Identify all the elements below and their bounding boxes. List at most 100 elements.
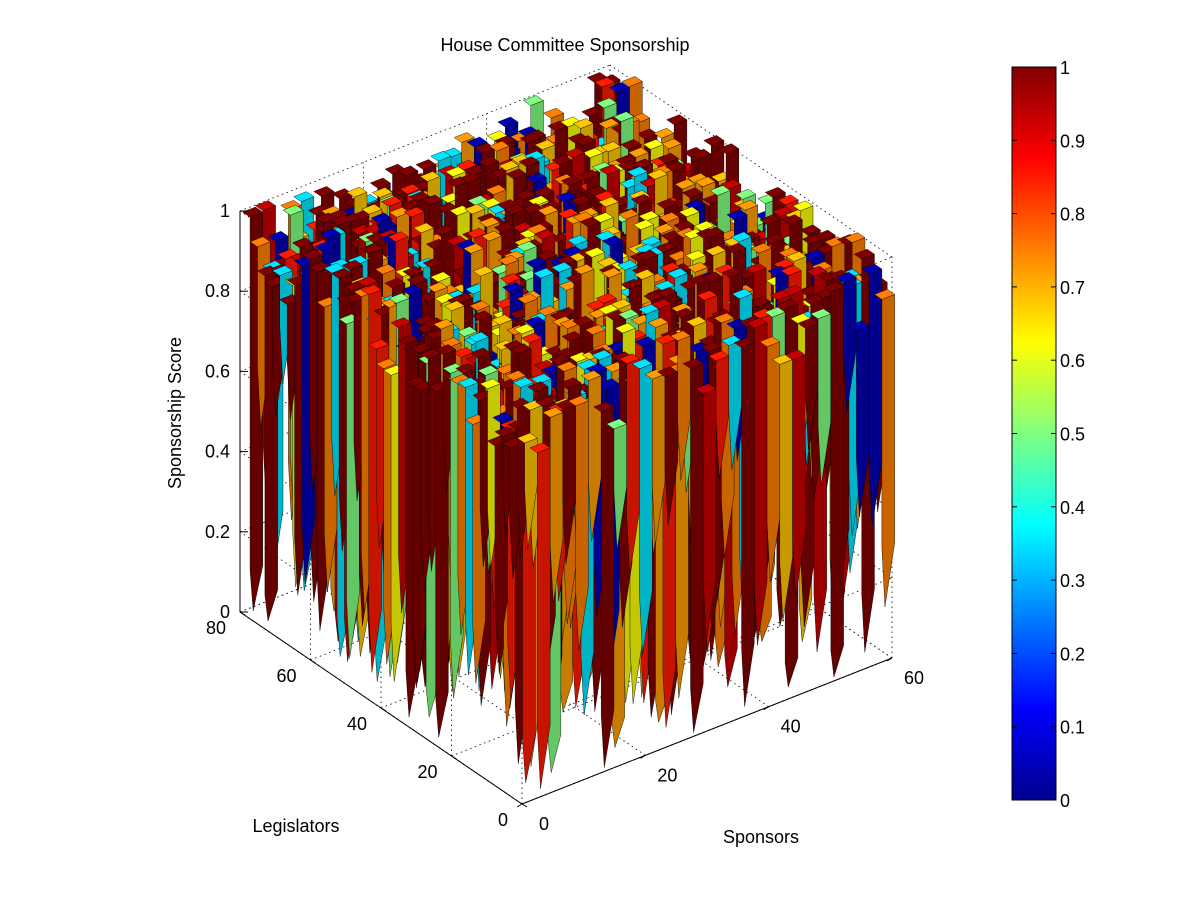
surface-cell-top	[584, 247, 606, 258]
surface-cell	[848, 320, 870, 517]
surface-cell-top	[595, 293, 617, 304]
surface-cell-top	[477, 365, 499, 376]
surface-cell-top	[674, 178, 696, 190]
surface-cell-top	[399, 183, 421, 195]
surface-cell	[657, 366, 679, 526]
surface-cell-top	[548, 353, 570, 365]
x-tick-label: 40	[781, 717, 801, 737]
surface-cell-top	[861, 263, 883, 275]
surface-cell-top	[618, 208, 640, 220]
surface-cell-top	[764, 306, 786, 318]
surface-cell-top	[527, 195, 550, 206]
surface-cell	[835, 272, 857, 413]
x-tick-mark	[886, 657, 893, 662]
surface-cell-top	[730, 231, 752, 243]
surface-cell-top	[844, 232, 866, 243]
surface-cell-top	[494, 426, 516, 437]
surface-cell-top	[369, 177, 391, 189]
surface-cell-top	[491, 314, 513, 326]
surface-cell-top	[853, 248, 875, 260]
surface-cell-top	[516, 432, 538, 444]
surface-cell	[861, 263, 883, 526]
surface-cell-top	[621, 76, 643, 87]
surface-cell-top	[596, 97, 618, 109]
surface-cell-top	[430, 150, 452, 162]
z-axis-label: Sponsorship Score	[165, 337, 185, 489]
surface-cell-top	[403, 206, 425, 218]
surface-cell-top	[567, 395, 589, 407]
axes-lines	[239, 210, 893, 808]
colorbar-tick-label: 0.6	[1060, 351, 1085, 371]
surface-cell-top	[420, 348, 442, 360]
surface-cell-top	[517, 293, 539, 304]
y-axis-label: Legislators	[252, 816, 339, 836]
surface-cell-top	[498, 254, 520, 266]
surface-cell-top	[600, 141, 622, 152]
surface-cell	[784, 349, 806, 598]
surface-cell-top	[560, 175, 582, 186]
surface-cell-top	[874, 289, 896, 300]
surface-cell-top	[737, 200, 759, 211]
surface-cell-top	[709, 185, 731, 196]
surface-cell-top	[655, 242, 677, 253]
surface-cell-top	[718, 143, 740, 154]
surface-cell-top	[384, 277, 406, 289]
surface-cell-top	[660, 138, 682, 150]
surface-cell-top	[666, 267, 688, 279]
surface-cell-top	[518, 156, 540, 167]
surface-cell-top	[585, 363, 607, 374]
y-tick-mark	[380, 707, 387, 712]
surface-cell-top	[659, 262, 681, 273]
surface-cell-top	[784, 349, 806, 361]
surface-cell-top	[782, 285, 804, 296]
surface-cell-top	[530, 373, 552, 384]
surface-cell-top	[360, 284, 382, 296]
surface-cell-top	[398, 334, 420, 346]
surface-cell-top	[655, 334, 677, 345]
surface-cell-top	[608, 82, 630, 93]
surface-cell-top	[703, 135, 725, 146]
surface-cell-top	[764, 187, 786, 198]
y-tick-label: 40	[347, 714, 367, 734]
surface-cell-top	[472, 265, 494, 277]
surface-cell-top	[498, 160, 520, 172]
surface-cell-top	[773, 258, 795, 270]
surface-cell-top	[594, 76, 616, 88]
surface-cell-top	[785, 251, 807, 262]
surface-cell-top	[769, 289, 791, 301]
surface-cell-top	[267, 231, 289, 242]
surface-cell-top	[580, 370, 602, 381]
surface-cell-top	[292, 237, 314, 249]
surface-cell-top	[848, 320, 870, 332]
surface-cell-top	[397, 165, 419, 177]
surface-cell-top	[560, 377, 582, 389]
surface-cell-top	[823, 281, 845, 293]
surface-cell-top	[591, 349, 613, 361]
z-tick-label: 0.4	[205, 442, 230, 462]
surface-cell	[669, 330, 691, 481]
surface-cell-top	[777, 194, 799, 206]
y-tick-label: 60	[276, 666, 296, 686]
surface-cell-top	[504, 203, 526, 215]
surface-cell-top	[799, 224, 821, 236]
surface-cell-top	[371, 187, 393, 198]
surface-cell-top	[678, 206, 700, 218]
surface-cell-top	[319, 228, 341, 239]
surface-cell-top	[543, 107, 565, 119]
surface-cell-top	[642, 139, 664, 150]
surface-cell-top	[814, 229, 836, 241]
surface-cell	[631, 358, 653, 655]
surface-cell-top	[502, 282, 524, 293]
surface-cell-side	[537, 447, 551, 789]
surface-cell-top	[613, 111, 635, 122]
surface-cell-top	[574, 135, 596, 146]
surface-cell-top	[368, 339, 390, 350]
surface-cell-top	[453, 347, 475, 358]
surface-cell-top	[457, 377, 479, 388]
surface-cell-top	[750, 242, 772, 254]
surface-cell-top	[749, 296, 771, 307]
surface-cell-top	[330, 214, 352, 226]
surface-cell-top	[512, 377, 534, 388]
surface-cell-side	[830, 286, 844, 678]
surface-cell-top	[658, 212, 680, 223]
